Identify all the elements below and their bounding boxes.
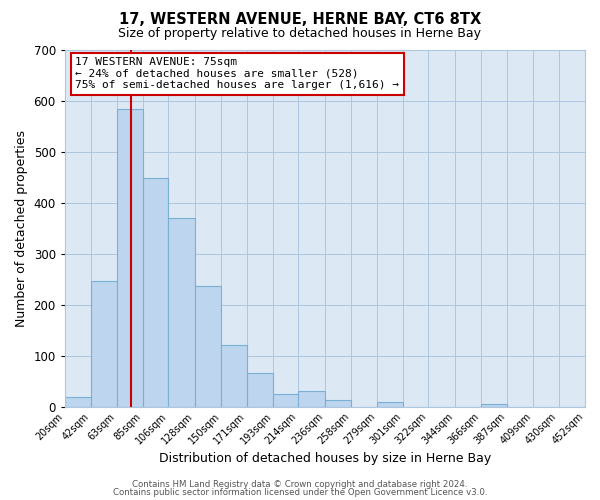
Bar bbox=[91, 282, 116, 406]
Text: Size of property relative to detached houses in Herne Bay: Size of property relative to detached ho… bbox=[119, 28, 482, 40]
Bar bbox=[325, 400, 352, 406]
X-axis label: Distribution of detached houses by size in Herne Bay: Distribution of detached houses by size … bbox=[159, 452, 491, 465]
Bar bbox=[221, 345, 247, 406]
Bar bbox=[195, 286, 221, 406]
Bar bbox=[298, 391, 325, 406]
Bar bbox=[65, 398, 91, 406]
Bar bbox=[116, 108, 143, 406]
Bar bbox=[585, 405, 600, 406]
Bar bbox=[247, 372, 273, 406]
Y-axis label: Number of detached properties: Number of detached properties bbox=[15, 130, 28, 327]
Text: 17 WESTERN AVENUE: 75sqm
← 24% of detached houses are smaller (528)
75% of semi-: 17 WESTERN AVENUE: 75sqm ← 24% of detach… bbox=[75, 57, 399, 90]
Text: Contains HM Land Registry data © Crown copyright and database right 2024.: Contains HM Land Registry data © Crown c… bbox=[132, 480, 468, 489]
Text: 17, WESTERN AVENUE, HERNE BAY, CT6 8TX: 17, WESTERN AVENUE, HERNE BAY, CT6 8TX bbox=[119, 12, 481, 28]
Bar bbox=[481, 404, 507, 406]
Text: Contains public sector information licensed under the Open Government Licence v3: Contains public sector information licen… bbox=[113, 488, 487, 497]
Bar bbox=[169, 218, 195, 406]
Bar bbox=[143, 178, 169, 406]
Bar bbox=[273, 394, 298, 406]
Bar bbox=[377, 402, 403, 406]
